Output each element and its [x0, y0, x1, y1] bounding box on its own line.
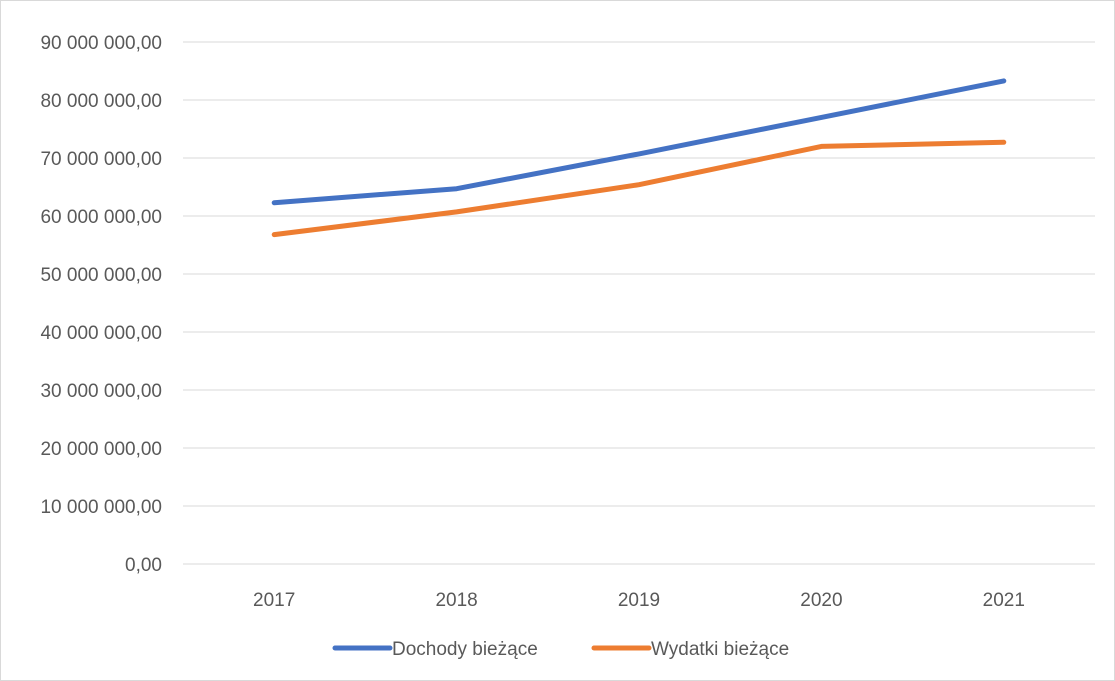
y-tick-label: 40 000 000,00: [40, 323, 162, 344]
series-line-1: [271, 78, 1007, 206]
x-tick-label: 2019: [618, 590, 660, 611]
y-tick-label: 0,00: [125, 555, 162, 576]
y-tick-label: 70 000 000,00: [40, 149, 162, 170]
x-axis-ticks: 2017 2018 2019 2020 2021: [253, 590, 1025, 611]
x-tick-label: 2020: [800, 590, 842, 611]
y-tick-label: 20 000 000,00: [40, 439, 162, 460]
legend: Dochody bieżące Wydatki bieżące: [332, 639, 789, 660]
x-tick-label: 2017: [253, 590, 295, 611]
gridlines: [183, 41, 1095, 565]
y-tick-label: 30 000 000,00: [40, 381, 162, 402]
series-lines: [271, 78, 1007, 238]
legend-label: Wydatki bieżące: [651, 639, 789, 660]
y-tick-label: 50 000 000,00: [40, 265, 162, 286]
x-tick-label: 2018: [435, 590, 477, 611]
y-tick-label: 90 000 000,00: [40, 33, 162, 54]
y-axis-ticks: 0,00 10 000 000,00 20 000 000,00 30 000 000…: [40, 33, 162, 576]
y-tick-label: 80 000 000,00: [40, 91, 162, 112]
y-tick-label: 60 000 000,00: [40, 207, 162, 228]
legend-label: Dochody bieżące: [392, 639, 538, 660]
y-tick-label: 10 000 000,00: [40, 497, 162, 518]
series-line-2: [271, 139, 1007, 238]
x-tick-label: 2021: [983, 590, 1025, 611]
